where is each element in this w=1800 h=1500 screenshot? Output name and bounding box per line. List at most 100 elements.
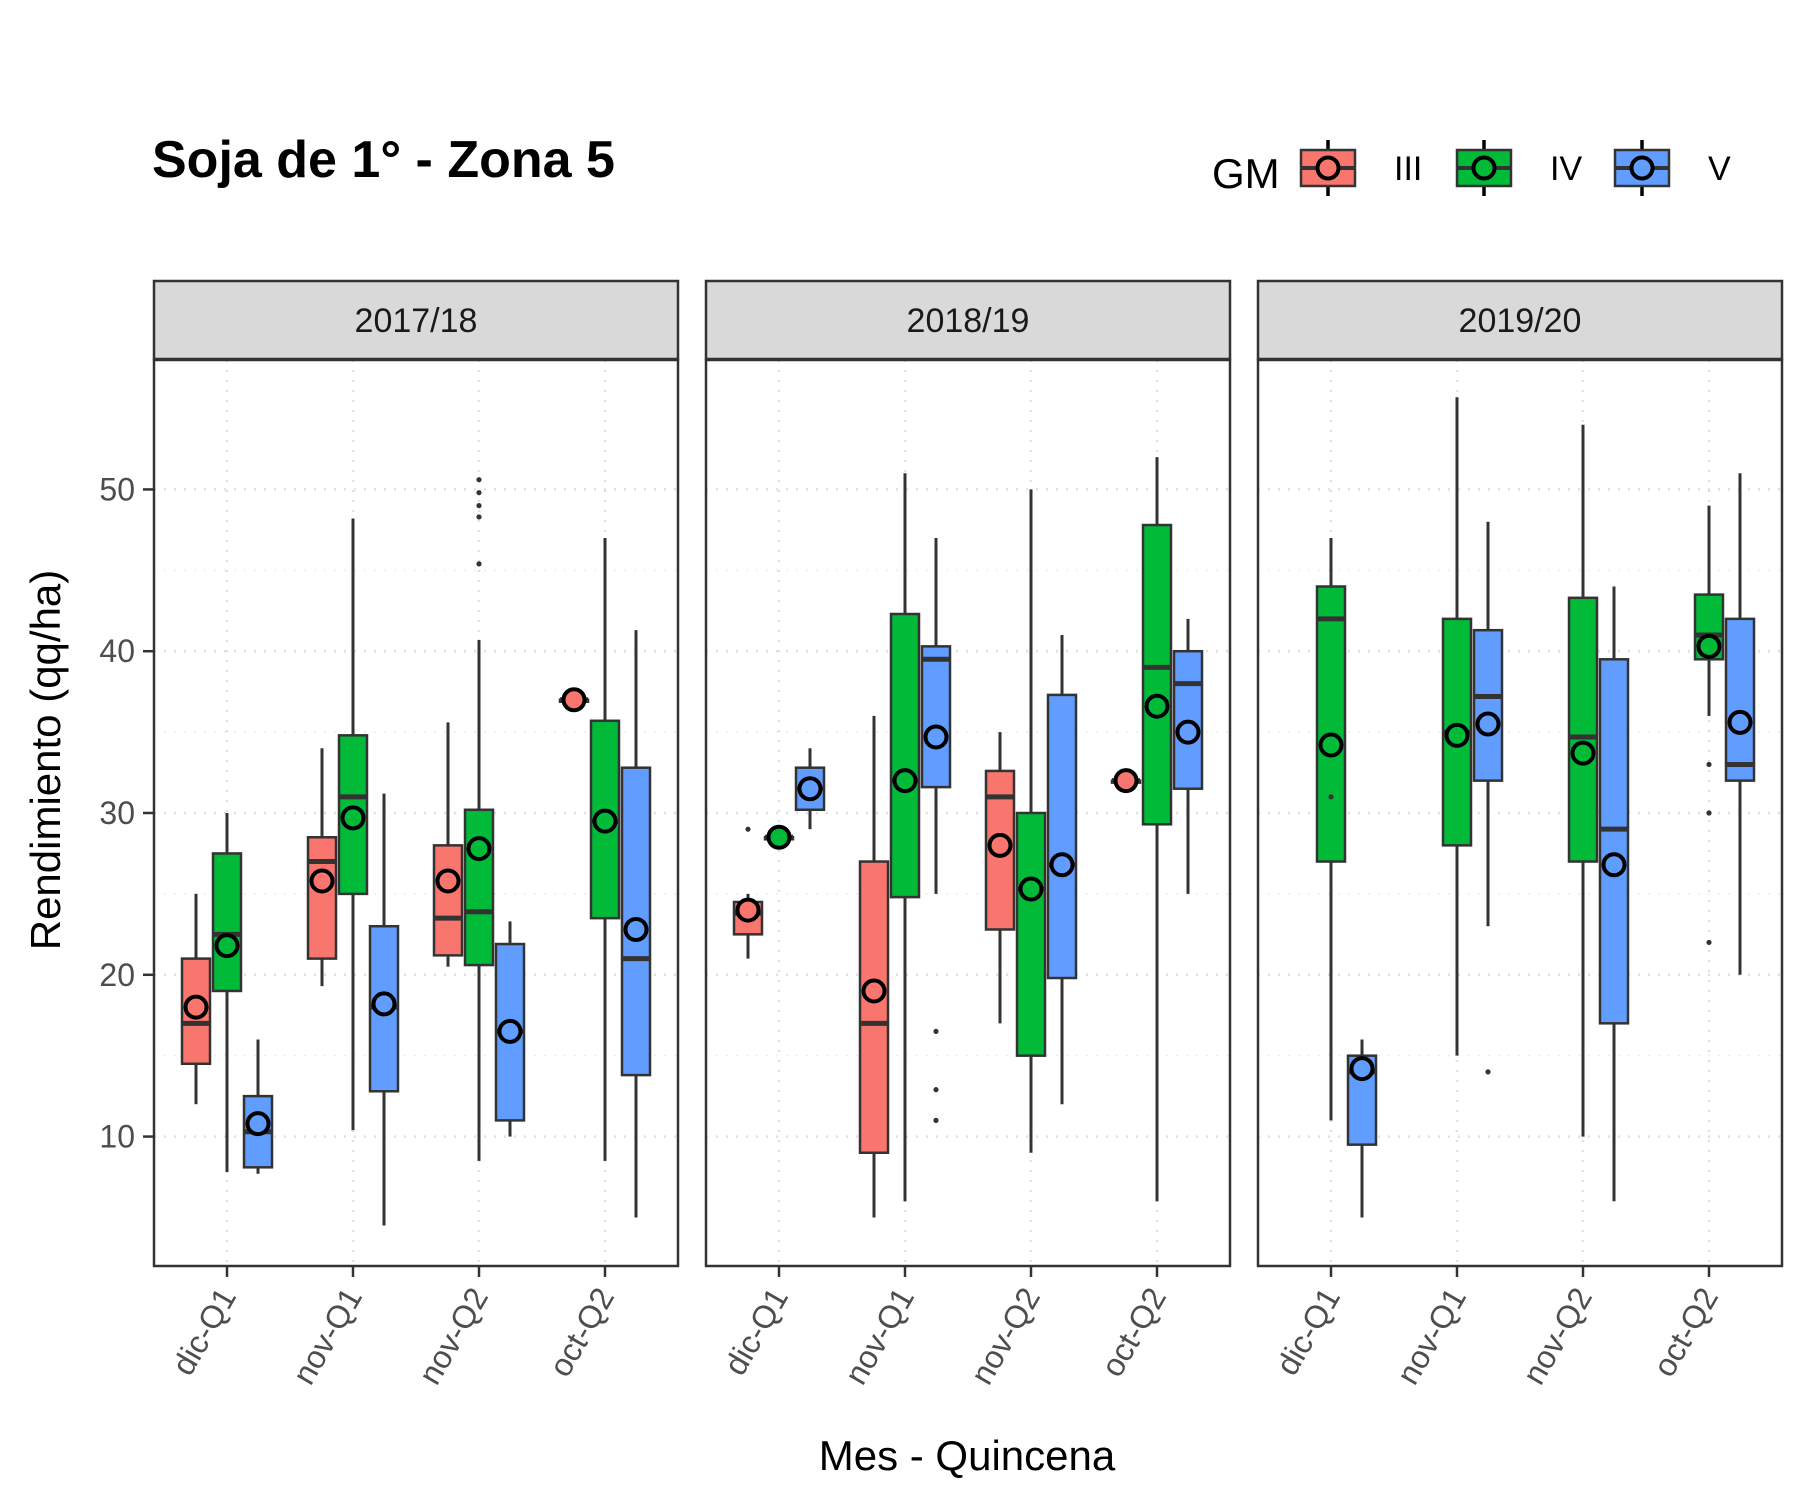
mean-point: [1444, 722, 1470, 748]
mean-point: [1018, 876, 1044, 902]
mean-point: [1601, 852, 1627, 878]
y-tick-label: 20: [99, 957, 135, 993]
outlier-point: [476, 490, 482, 496]
boxplot-group: [337, 518, 369, 1131]
panel-border: [704, 358, 1232, 1268]
outlier-point: [1485, 1069, 1491, 1075]
mean-point: [183, 994, 209, 1020]
boxplot-group: [1598, 586, 1630, 1202]
mean-point: [1475, 711, 1501, 737]
boxplot-group: [920, 537, 952, 1123]
legend: GM III IV V: [1212, 140, 1731, 197]
mean-point: [1349, 1056, 1375, 1082]
boxplot-group: [368, 793, 400, 1226]
mean-point: [923, 724, 949, 750]
y-axis: 10 20 30 40 50: [99, 471, 154, 1155]
legend-label: V: [1708, 150, 1731, 188]
mean-point: [735, 897, 761, 923]
outlier-point: [933, 1028, 939, 1035]
box: [1046, 693, 1078, 980]
mean-point: [245, 1111, 271, 1137]
outlier-point: [1328, 794, 1334, 800]
legend-key-point: [1315, 155, 1341, 181]
mean-point: [987, 832, 1013, 858]
box: [920, 645, 952, 789]
boxplot-group: [589, 537, 621, 1161]
box: [1724, 617, 1756, 782]
boxplot-group: [1441, 397, 1473, 1056]
mean-point: [466, 836, 492, 862]
y-tick-label: 30: [99, 795, 135, 831]
box: [858, 860, 890, 1154]
outlier-point: [933, 1117, 939, 1123]
y-axis-label: Rendimiento (qq/ha): [22, 570, 69, 951]
legend-keys: III IV V: [1299, 140, 1731, 196]
mean-point: [214, 933, 240, 959]
box: [889, 612, 921, 899]
y-tick-label: 40: [99, 633, 135, 669]
boxplot-group: [242, 1039, 274, 1174]
boxplot-group: [1015, 489, 1047, 1153]
outlier-point: [476, 477, 482, 483]
outlier-point: [1706, 939, 1712, 946]
boxplot-group: [180, 893, 212, 1105]
mean-point: [623, 916, 649, 942]
boxplot-group: [858, 715, 890, 1218]
box: [1567, 596, 1599, 863]
facet-strip-label: 2018/19: [907, 302, 1030, 340]
boxplot-group: [794, 748, 826, 830]
mean-point: [340, 805, 366, 831]
boxplot-group: [1172, 618, 1204, 894]
box: [432, 844, 464, 957]
boxplot-group: [432, 722, 464, 967]
boxplot-group: [463, 477, 495, 1161]
mean-point: [1696, 633, 1722, 659]
boxplot-group: [1141, 457, 1173, 1202]
boxplot-group: [763, 824, 795, 850]
legend-title: GM: [1212, 150, 1280, 197]
legend-label: IV: [1550, 150, 1582, 188]
boxplot-group: [1567, 424, 1599, 1137]
boxplot-group: [1724, 473, 1756, 975]
outlier-point: [933, 1087, 939, 1093]
chart-title: Soja de 1° - Zona 5: [152, 131, 615, 189]
mean-point: [592, 808, 618, 834]
mean-point: [371, 991, 397, 1017]
y-tick-label: 50: [99, 471, 135, 507]
boxplot-group: [620, 630, 652, 1218]
outlier-point: [476, 514, 482, 520]
boxplot-group: [1346, 1039, 1378, 1218]
legend-item: IV: [1455, 140, 1582, 196]
box: [1141, 523, 1173, 826]
boxplot-group: [1315, 537, 1347, 1121]
mean-point: [497, 1018, 523, 1044]
mean-point: [766, 824, 792, 850]
mean-point: [309, 868, 335, 894]
mean-point: [435, 868, 461, 894]
mean-point: [797, 776, 823, 802]
box: [463, 808, 495, 967]
x-axis-label: Mes - Quincena: [819, 1432, 1116, 1479]
mean-point: [1113, 768, 1139, 794]
legend-label: III: [1394, 150, 1422, 188]
legend-item: III: [1299, 140, 1422, 196]
y-tick-label: 10: [99, 1119, 135, 1155]
outlier-point: [1706, 761, 1712, 768]
mean-point: [1175, 719, 1201, 745]
boxplot-group: [494, 921, 526, 1137]
boxplot-group: [306, 748, 338, 987]
box: [306, 836, 338, 960]
facet-strip: [1256, 279, 1784, 361]
boxplot-group: [889, 473, 921, 1202]
boxplot-group: [211, 813, 243, 1173]
mean-point: [1049, 852, 1075, 878]
panel-border: [1256, 358, 1784, 1268]
outlier-point: [476, 561, 482, 567]
mean-point: [1144, 693, 1170, 719]
boxplot-group: [732, 826, 764, 959]
